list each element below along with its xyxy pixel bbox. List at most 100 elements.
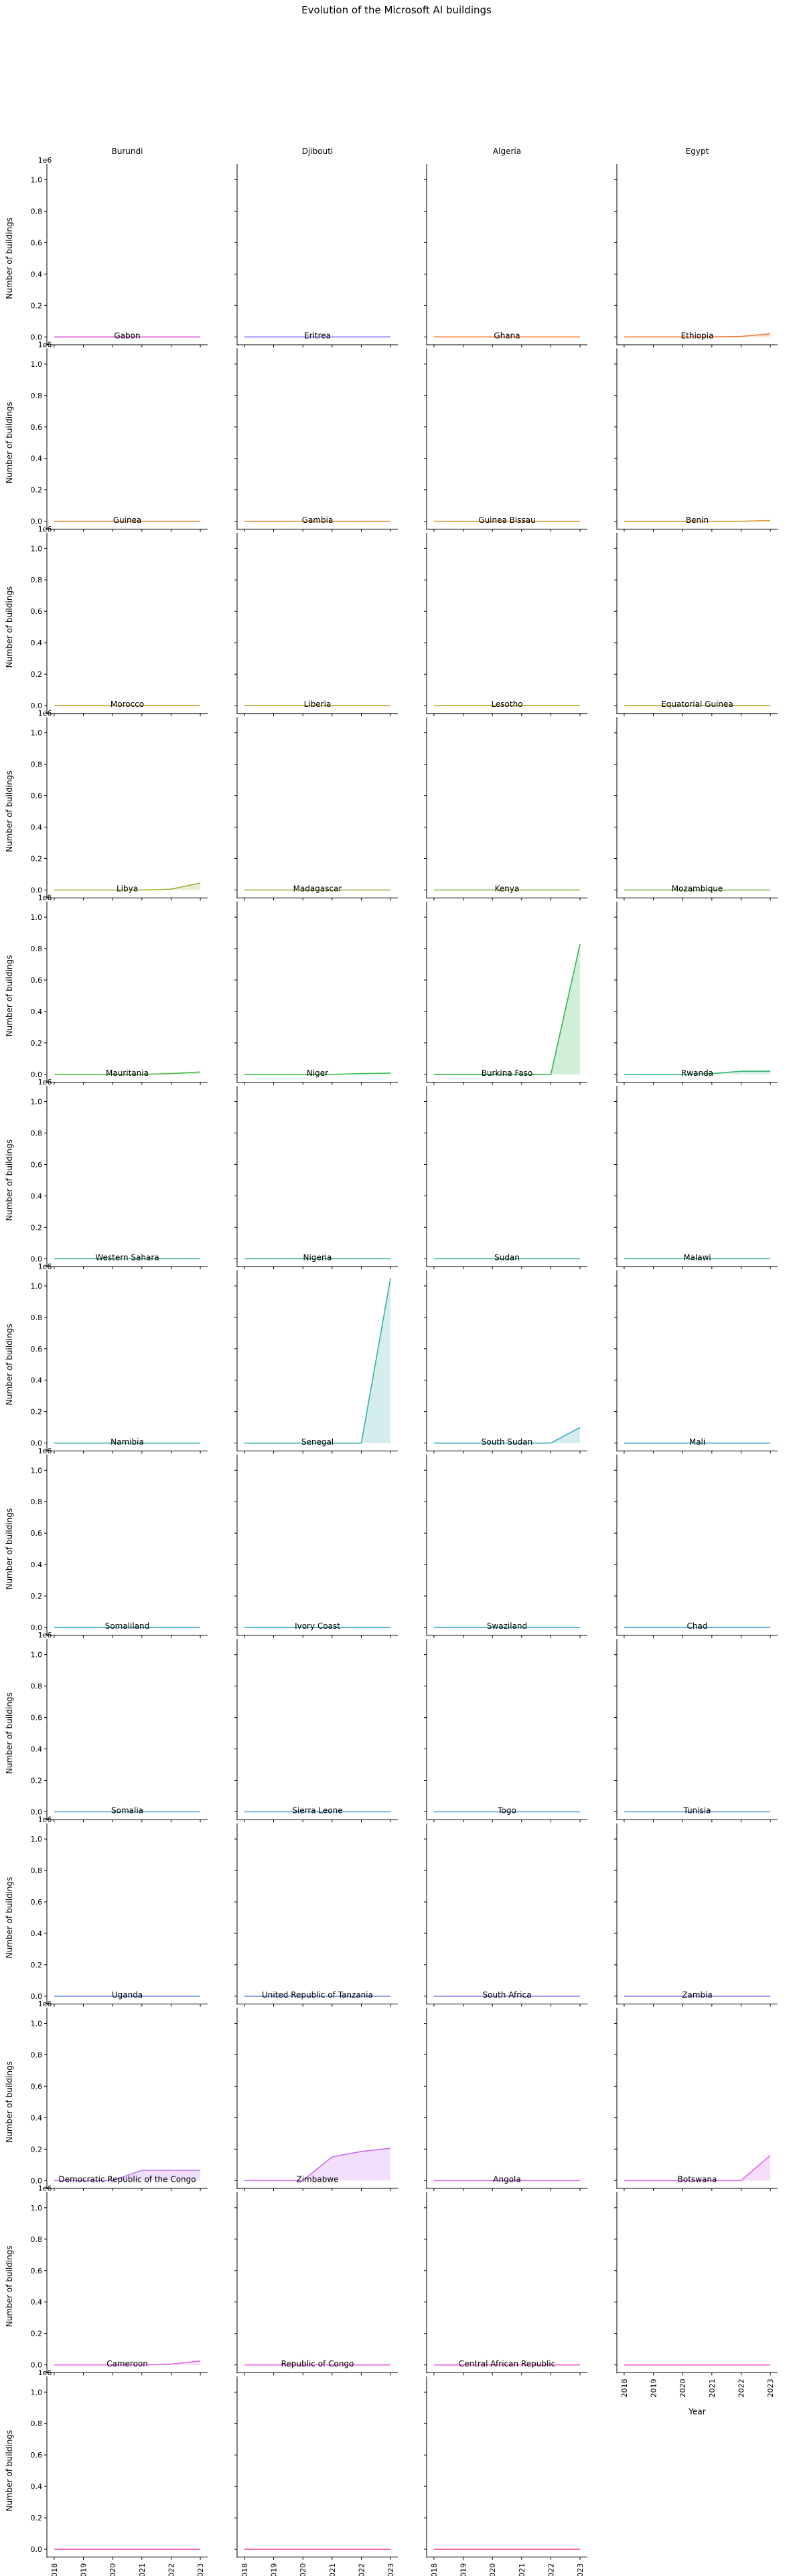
y-tick-label: 0.6 [31,2267,43,2275]
y-tick-label: 0.2 [31,1039,43,1048]
x-tick-label: 2023 [576,2563,585,2576]
series-area [54,1072,201,1074]
panel-title: Burundi [112,147,143,156]
y-axis-label: Number of buildings [5,1323,14,1405]
panel: Djibouti [234,147,398,347]
y-tick-label: 0.4 [31,1376,43,1385]
panel: Burundi 0.0 0.2 0.4 0.6 0.8 1.0 1e6 Number of bu… [5,147,208,347]
x-tick-label: 2022 [357,2563,366,2576]
y-tick-label: 1.0 [31,1466,43,1475]
x-tick-label: 2019 [80,2563,88,2576]
x-tick-label: 2018 [50,2563,59,2576]
y-tick-label: 1.0 [31,175,43,184]
y-tick-label: 0.0 [31,2176,43,2185]
y-axis-label: Number of buildings [5,1508,14,1590]
series-line [54,2360,201,2366]
y-offset-label: 1e6 [38,1447,52,1455]
y-tick-label: 0.4 [31,2113,43,2122]
panel: Republic of Congo 2018 2019 2020 2021 2022 202… [234,2359,398,2576]
series-area [54,2360,201,2365]
y-tick-label: 0.8 [31,945,43,953]
y-tick-label: 0.4 [31,270,43,278]
series-area [54,882,201,890]
x-tick-label: 2021 [138,2563,147,2576]
x-tick-label: 2023 [386,2563,395,2576]
y-tick-label: 0.8 [31,1682,43,1691]
panel: Ethiopia [614,331,778,532]
y-offset-label: 1e6 [38,156,52,165]
panel-title: United Republic of Tanzania [262,1990,373,2000]
y-tick-label: 0.2 [31,2330,43,2338]
panel: Malawi [614,1253,778,1454]
x-tick-label: 2021 [328,2563,337,2576]
panel-title: Mauritania [106,1068,149,1078]
panel-title: Tunisia [683,1806,711,1816]
panel-title: Chad [687,1621,708,1631]
panel: Benin [614,515,778,716]
y-tick-label: 0.2 [31,1777,43,1785]
y-tick-label: 0.6 [31,1714,43,1722]
panel: Madagascar [234,884,398,1085]
series-area [244,1278,391,1443]
y-offset-label: 1e6 [38,894,52,902]
panel: Zimbabwe [234,2174,398,2376]
panel-title: Guinea Bissau [478,515,535,525]
x-tick-label: 2019 [459,2563,468,2576]
series-area [624,333,771,337]
panel-title: Benin [686,515,709,525]
x-tick-label: 2022 [167,2563,175,2576]
panel: Senegal [234,1437,398,1638]
series-line [244,1072,391,1075]
y-axis-label: Number of buildings [5,402,14,483]
y-axis-label: Number of buildings [5,1692,14,1774]
y-tick-label: 0.2 [31,670,43,679]
panel-title: Burkina Faso [482,1068,533,1078]
panel-title: Namibia [111,1437,144,1447]
y-tick-label: 0.6 [31,607,43,616]
panel-title: Sierra Leone [292,1806,342,1816]
y-tick-label: 1.0 [31,1651,43,1660]
panel-title: Gambia [302,515,334,525]
panel: Western Sahara 0.0 0.2 0.4 0.6 0.8 1.0 1e6 Numbe… [5,1253,208,1454]
panel-title: Democratic Republic of the Congo [58,2174,196,2184]
panel-title: Sudan [494,1253,520,1262]
y-offset-label: 1e6 [38,525,52,534]
y-offset-label: 1e6 [38,2368,52,2377]
panel: Namibia 0.0 0.2 0.4 0.6 0.8 1.0 1e6 Number of bu… [5,1437,208,1638]
panel: Morocco 0.0 0.2 0.4 0.6 0.8 1.0 1e6 Number of bu… [5,700,208,901]
series-line [624,1070,771,1075]
y-tick-label: 0.8 [31,1129,43,1137]
panel: Sudan [424,1253,587,1454]
y-tick-label: 0.6 [31,976,43,985]
panel-title: Guinea [113,515,142,525]
x-axis-label: Year [688,2407,705,2416]
y-tick-label: 0.8 [31,2050,43,2059]
panel-title: Lesotho [491,700,522,709]
y-axis-label: Number of buildings [5,2245,14,2327]
panel-title: Malawi [683,1253,711,1262]
panel: Ghana [424,331,587,532]
x-tick-label: 2023 [196,2563,205,2576]
panel-title: Mali [689,1437,705,1447]
y-tick-label: 0.2 [31,1592,43,1601]
series-line [54,882,201,891]
y-axis-label: Number of buildings [5,2061,14,2143]
y-tick-label: 0.2 [31,2514,43,2522]
panel-title: Zimbabwe [296,2174,338,2184]
panel-title: Libya [117,884,138,894]
panel: Gabon 0.0 0.2 0.4 0.6 0.8 1.0 1e6 Number of buil… [5,331,208,532]
y-tick-label: 0.0 [31,333,43,341]
panel-title: Somalia [111,1806,143,1816]
panel: Eritrea [234,331,398,532]
y-tick-label: 0.8 [31,392,43,400]
panel-title: Western Sahara [95,1253,159,1262]
panel: Egypt [614,147,778,347]
panel-title: Nigeria [303,1253,332,1262]
y-tick-label: 0.8 [31,1498,43,1506]
panel-title: South Sudan [482,1437,533,1447]
y-offset-label: 1e6 [38,709,52,718]
y-axis-label: Number of buildings [5,1877,14,1959]
panel: Guinea 0.0 0.2 0.4 0.6 0.8 1.0 1e6 Number of bui… [5,515,208,716]
x-tick-label: 2020 [488,2563,497,2576]
y-tick-label: 0.0 [31,2545,43,2554]
